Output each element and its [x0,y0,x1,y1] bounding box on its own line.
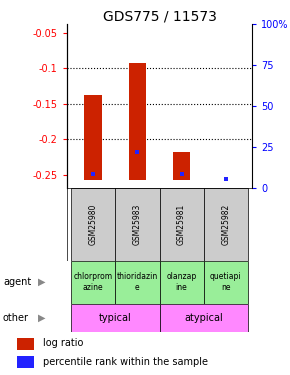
Text: GSM25983: GSM25983 [133,203,142,245]
Text: percentile rank within the sample: percentile rank within the sample [43,357,208,367]
Text: agent: agent [3,277,31,287]
Text: other: other [3,313,29,323]
Bar [128,63,146,180]
Text: ▶: ▶ [38,277,46,287]
Text: atypical: atypical [184,313,223,323]
Bar [115,261,160,304]
Text: thioridazin
e: thioridazin e [117,273,158,292]
Text: GSM25981: GSM25981 [177,203,186,245]
Bar [71,304,160,332]
Bar [84,95,102,180]
Text: chlorprom
azine: chlorprom azine [74,273,113,292]
Bar [160,304,248,332]
Bar [204,188,248,261]
Bar [17,338,34,350]
Bar [160,188,204,261]
Bar [71,188,115,261]
Text: GSM25982: GSM25982 [221,203,230,245]
Title: GDS775 / 11573: GDS775 / 11573 [103,9,216,23]
Bar [17,356,34,368]
Bar [160,261,204,304]
Text: quetiapi
ne: quetiapi ne [210,273,242,292]
Text: GSM25980: GSM25980 [89,203,98,245]
Text: typical: typical [99,313,132,323]
Bar [204,261,248,304]
Text: olanzap
ine: olanzap ine [166,273,197,292]
Bar [71,261,115,304]
Text: ▶: ▶ [38,313,46,323]
Text: log ratio: log ratio [43,339,83,348]
Bar [173,152,191,180]
Bar [115,188,160,261]
